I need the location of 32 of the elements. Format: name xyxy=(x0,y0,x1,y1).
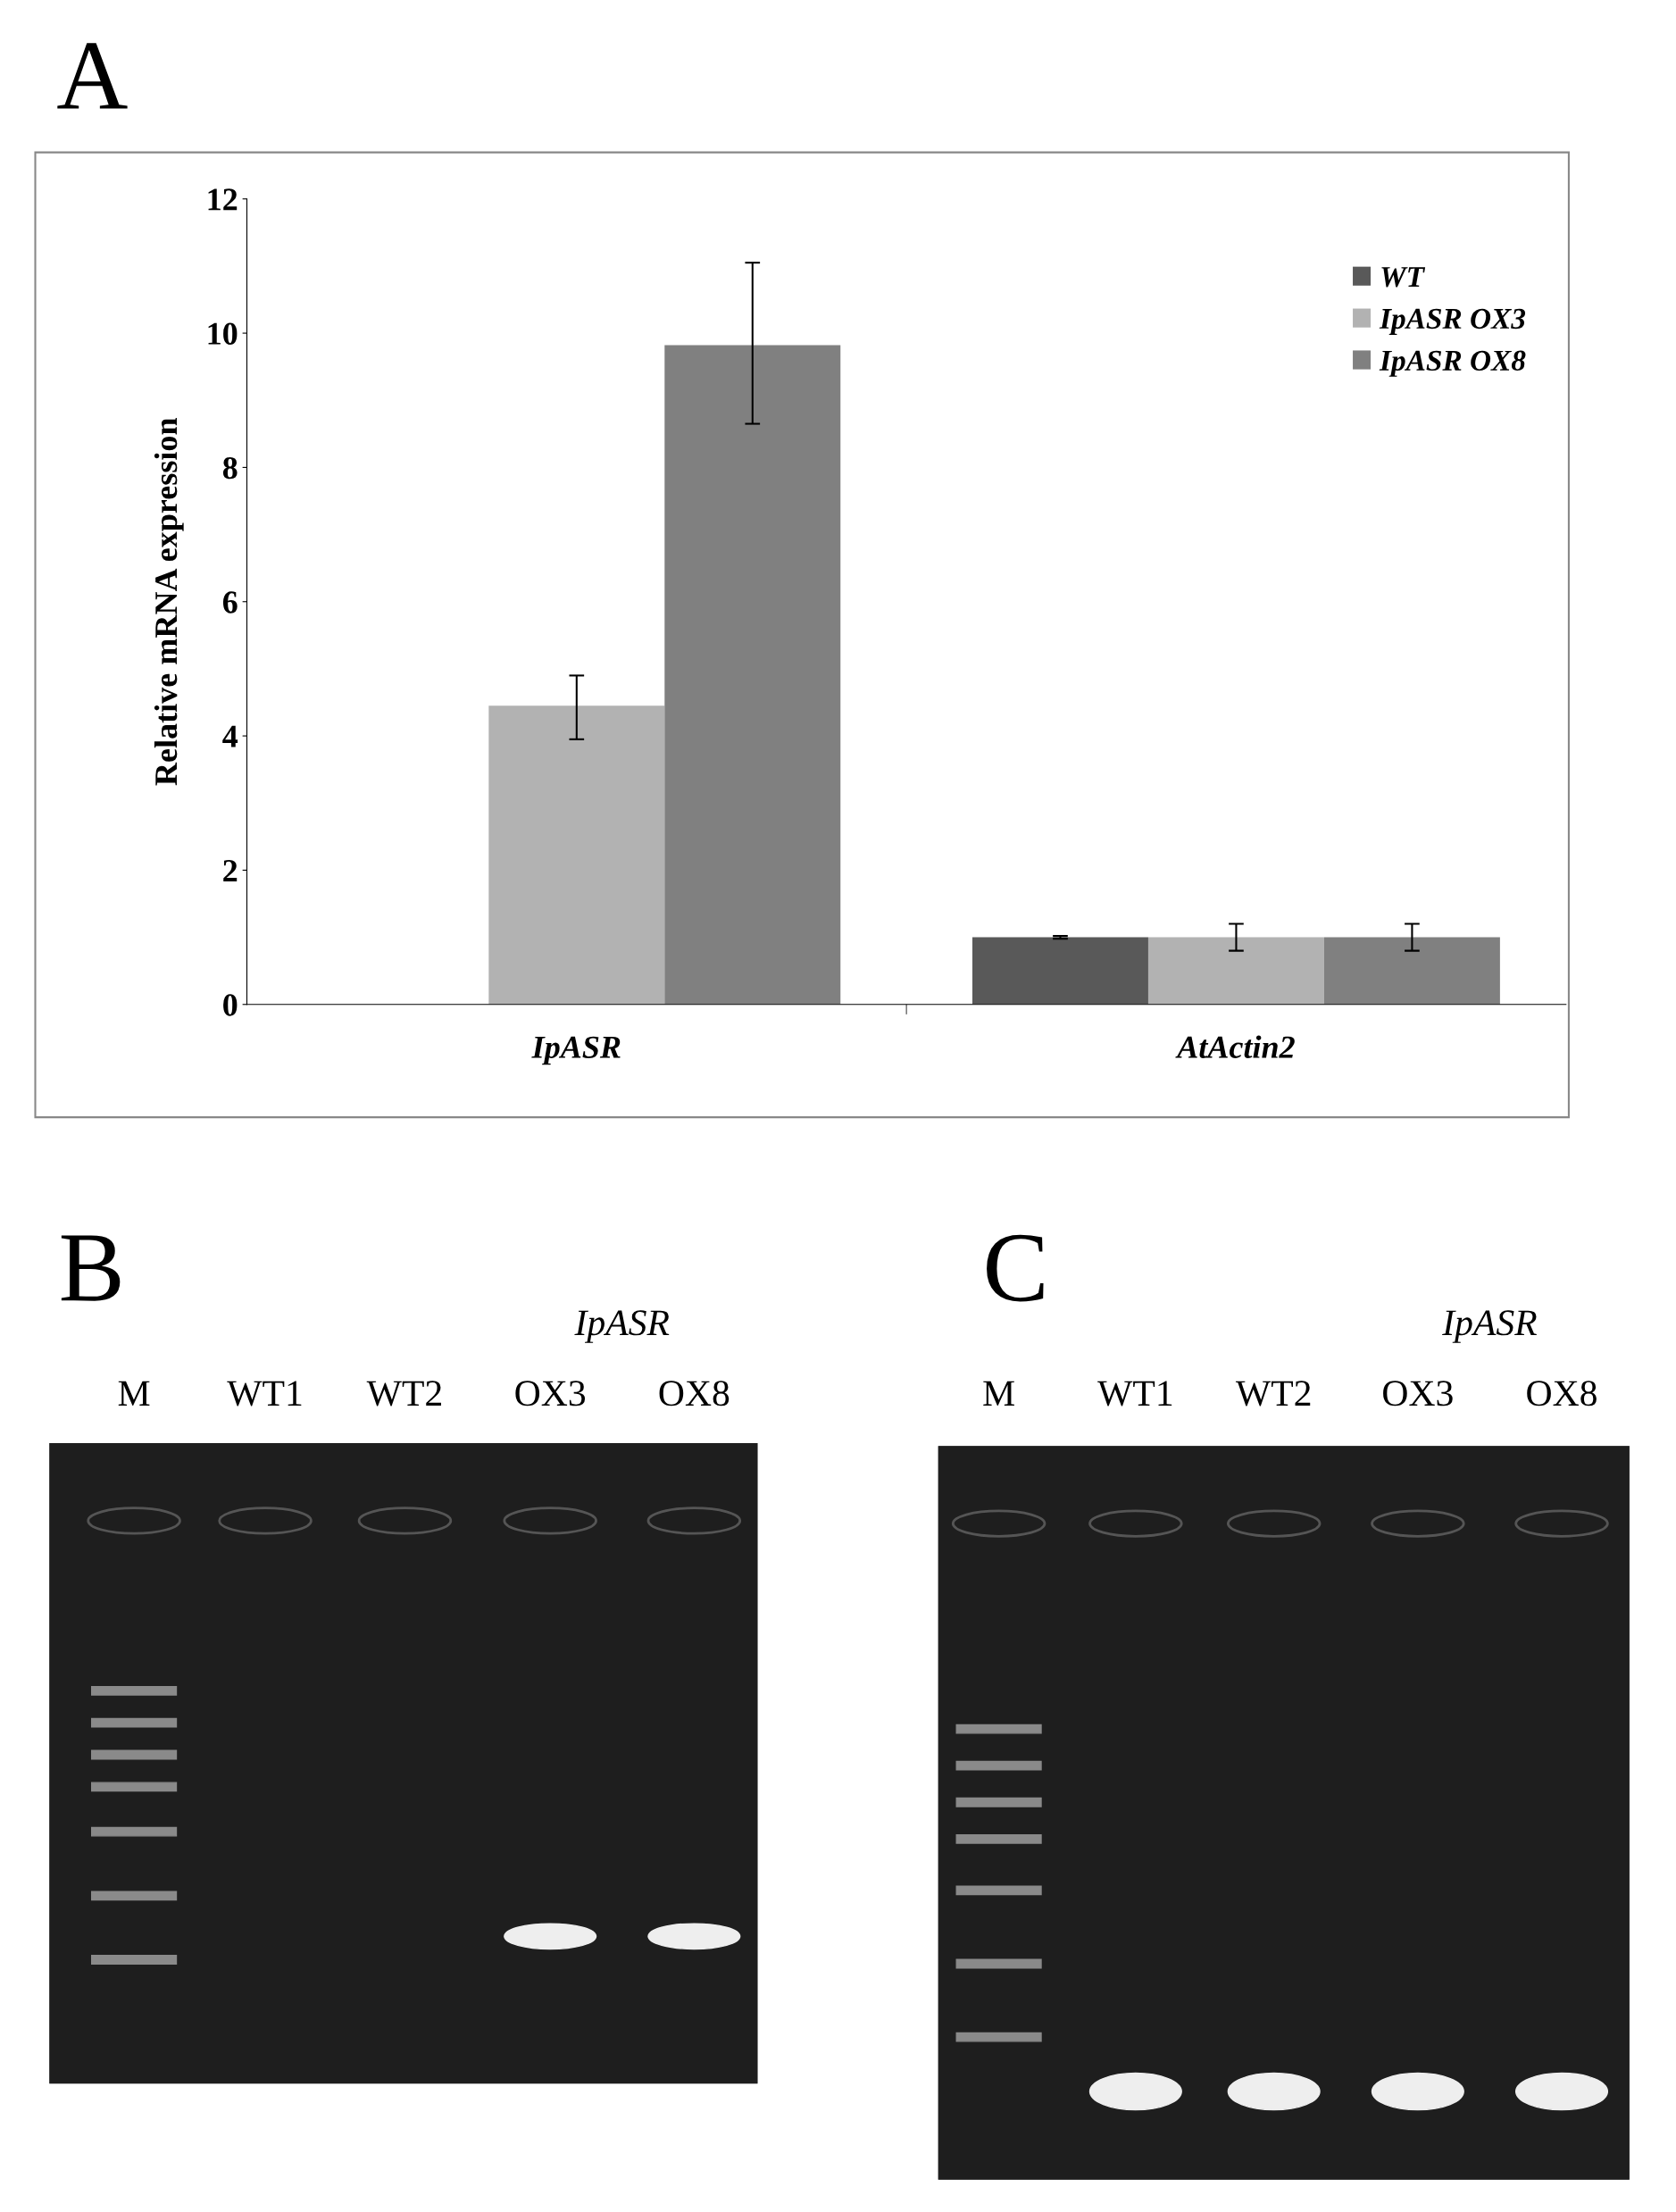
text: IpASR xyxy=(1442,1310,1537,1343)
y-tick-label: 10 xyxy=(208,322,238,345)
category-label: OX3 xyxy=(515,1381,586,1406)
category-label: WT2 xyxy=(366,1381,441,1406)
category-label: OX8 xyxy=(659,1381,730,1406)
y-axis-title: Relative mRNA expression xyxy=(154,418,184,786)
category-label: M xyxy=(983,1381,1014,1406)
category-label: WT2 xyxy=(1235,1381,1311,1406)
bar xyxy=(971,937,1148,1005)
chart-title: A xyxy=(57,43,128,109)
y-tick-label: 4 xyxy=(222,725,238,747)
category-label: OX3 xyxy=(1383,1381,1453,1406)
y-tick-label: 12 xyxy=(208,188,238,211)
legend-label: IpASR OX8 xyxy=(1379,350,1526,377)
text: IpASR xyxy=(574,1310,670,1343)
legend-label: WT xyxy=(1381,267,1426,288)
legend-label: IpASR OX3 xyxy=(1379,308,1526,335)
y-tick-label: 6 xyxy=(222,591,238,614)
x-tick-label: AtActin2 xyxy=(1175,1035,1295,1058)
y-tick-label: 2 xyxy=(223,860,238,881)
category-label: WT1 xyxy=(227,1381,302,1406)
bar xyxy=(1323,937,1500,1005)
y-tick-label: 8 xyxy=(222,456,238,480)
bar xyxy=(664,345,841,1005)
y-tick-label: 0 xyxy=(223,994,238,1016)
text: B xyxy=(61,1235,121,1301)
text: C xyxy=(987,1234,1044,1302)
category-label: M xyxy=(118,1381,150,1406)
category-label: WT1 xyxy=(1097,1381,1172,1406)
bar xyxy=(1147,937,1324,1005)
category-label: OX8 xyxy=(1527,1381,1597,1406)
bar xyxy=(488,705,665,1005)
